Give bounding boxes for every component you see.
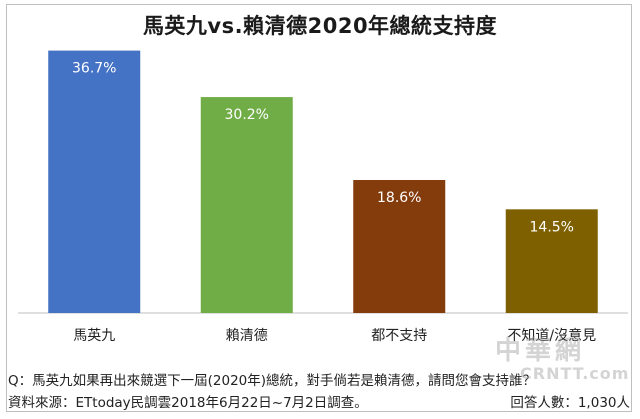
respondent-count: 回答人數：1,030人 — [510, 395, 630, 411]
category-labels-group: 馬英九 賴清德 都不支持 不知道/沒意見 — [73, 327, 596, 344]
bar-2 — [353, 180, 446, 313]
category-label-3: 不知道/沒意見 — [507, 327, 596, 344]
bar-1 — [200, 97, 293, 313]
category-label-0: 馬英九 — [73, 327, 115, 344]
bars-group — [48, 50, 598, 313]
category-label-2: 都不支持 — [371, 328, 427, 344]
bar-3 — [505, 209, 598, 313]
chart-frame — [6, 4, 632, 412]
data-source: 資料來源：ETtoday民調雲2018年6月22日~7月2日調查。 — [8, 395, 368, 411]
value-label-1: 30.2% — [225, 107, 269, 123]
value-label-3: 14.5% — [530, 219, 574, 235]
value-label-0: 36.7% — [72, 61, 116, 77]
category-label-1: 賴清德 — [226, 328, 268, 344]
bar-0 — [48, 50, 141, 313]
chart-title: 馬英九vs.賴清德2020年總統支持度 — [142, 14, 498, 38]
survey-question: Q：馬英九如果再出來競選下一屆(2020年)總統，對手倘若是賴清德，請問您會支持… — [8, 373, 537, 389]
value-label-2: 18.6% — [377, 190, 421, 206]
value-labels-group: 36.7% 30.2% 18.6% 14.5% — [72, 61, 574, 236]
